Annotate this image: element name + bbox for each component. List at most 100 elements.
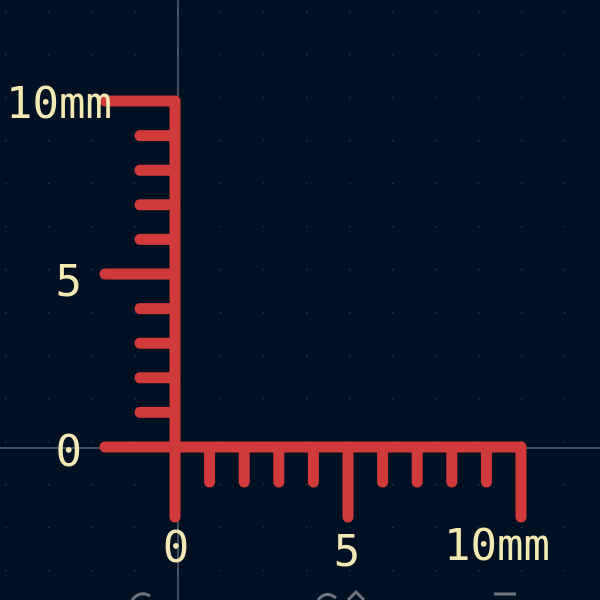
grid-dot <box>435 355 437 357</box>
grid-dot <box>478 97 480 99</box>
vertical-ruler-label-5: 5 <box>56 256 83 307</box>
grid-dot <box>521 527 523 529</box>
grid-dot <box>392 269 394 271</box>
grid-dot <box>435 97 437 99</box>
grid-dot <box>263 484 265 486</box>
grid-dot <box>91 183 93 185</box>
grid-dot <box>5 140 7 142</box>
grid-dot <box>91 226 93 228</box>
grid-dot <box>91 398 93 400</box>
grid-dot <box>263 140 265 142</box>
grid-dot <box>435 484 437 486</box>
grid-dot <box>306 527 308 529</box>
grid-dot <box>306 183 308 185</box>
grid-dot <box>220 11 222 13</box>
grid-dot <box>349 398 351 400</box>
grid-dot <box>5 11 7 13</box>
grid-dot <box>435 312 437 314</box>
grid-dot <box>435 226 437 228</box>
grid-dot <box>220 140 222 142</box>
vertical-ruler-label-0: 0 <box>56 426 83 477</box>
grid-dot <box>48 140 50 142</box>
grid-dot <box>521 570 523 572</box>
grid-dot <box>91 527 93 529</box>
grid-dot <box>349 269 351 271</box>
grid-dot <box>349 11 351 13</box>
grid-dot <box>220 570 222 572</box>
grid-dot <box>478 570 480 572</box>
grid-dot <box>478 226 480 228</box>
grid-dot <box>564 269 566 271</box>
grid-dot <box>521 355 523 357</box>
grid-dot <box>521 140 523 142</box>
horizontal-ruler-label-0: 0 <box>163 522 190 573</box>
grid-dot <box>435 398 437 400</box>
grid-dot <box>220 97 222 99</box>
grid-dot <box>5 355 7 357</box>
grid-dot <box>220 183 222 185</box>
grid-dot <box>48 183 50 185</box>
grid-dot <box>91 269 93 271</box>
grid-dot <box>478 54 480 56</box>
grid-dot <box>134 570 136 572</box>
grid-dot <box>263 398 265 400</box>
grid-dot <box>91 355 93 357</box>
grid-dot <box>349 97 351 99</box>
grid-dot <box>306 398 308 400</box>
grid-dot <box>91 570 93 572</box>
measurement-ruler[interactable] <box>99 95 527 523</box>
grid-dot <box>564 570 566 572</box>
grid-dot <box>306 226 308 228</box>
grid-dot <box>349 183 351 185</box>
grid-dot <box>564 441 566 443</box>
grid-dot <box>392 11 394 13</box>
grid-dot <box>48 97 50 99</box>
grid-dot <box>48 398 50 400</box>
grid-dot <box>564 140 566 142</box>
grid-dot <box>306 312 308 314</box>
grid-dot <box>5 269 7 271</box>
grid-dot <box>48 527 50 529</box>
grid-dot <box>564 398 566 400</box>
grid-dot <box>564 97 566 99</box>
grid-dot <box>134 54 136 56</box>
grid-dot <box>134 398 136 400</box>
grid-dot <box>435 570 437 572</box>
grid-dot <box>478 269 480 271</box>
grid-dot <box>349 140 351 142</box>
grid-dot <box>392 97 394 99</box>
grid-dot <box>5 527 7 529</box>
grid-dot <box>392 312 394 314</box>
grid-dot <box>48 484 50 486</box>
grid-dot <box>48 54 50 56</box>
grid-dot <box>564 11 566 13</box>
grid-dot <box>306 54 308 56</box>
grid-dot <box>220 355 222 357</box>
grid-dot <box>306 570 308 572</box>
grid-dot <box>392 183 394 185</box>
grid-dot <box>521 398 523 400</box>
grid-dot <box>478 398 480 400</box>
grid-dot <box>564 527 566 529</box>
grid-dot <box>349 54 351 56</box>
grid-dot <box>435 54 437 56</box>
grid-dot <box>91 484 93 486</box>
grid-dot <box>521 11 523 13</box>
grid-dot <box>220 484 222 486</box>
grid-dot <box>263 527 265 529</box>
grid-dot <box>5 312 7 314</box>
grid-dot <box>392 398 394 400</box>
grid-dot <box>306 355 308 357</box>
grid-dot <box>392 355 394 357</box>
grid-dot <box>5 570 7 572</box>
grid-dot <box>478 183 480 185</box>
grid-dot <box>349 355 351 357</box>
grid-dot <box>306 140 308 142</box>
grid-dot <box>478 355 480 357</box>
grid-dot <box>521 312 523 314</box>
grid-dot <box>48 441 50 443</box>
grid-dot <box>478 484 480 486</box>
grid-dot <box>435 140 437 142</box>
grid-dot <box>306 484 308 486</box>
